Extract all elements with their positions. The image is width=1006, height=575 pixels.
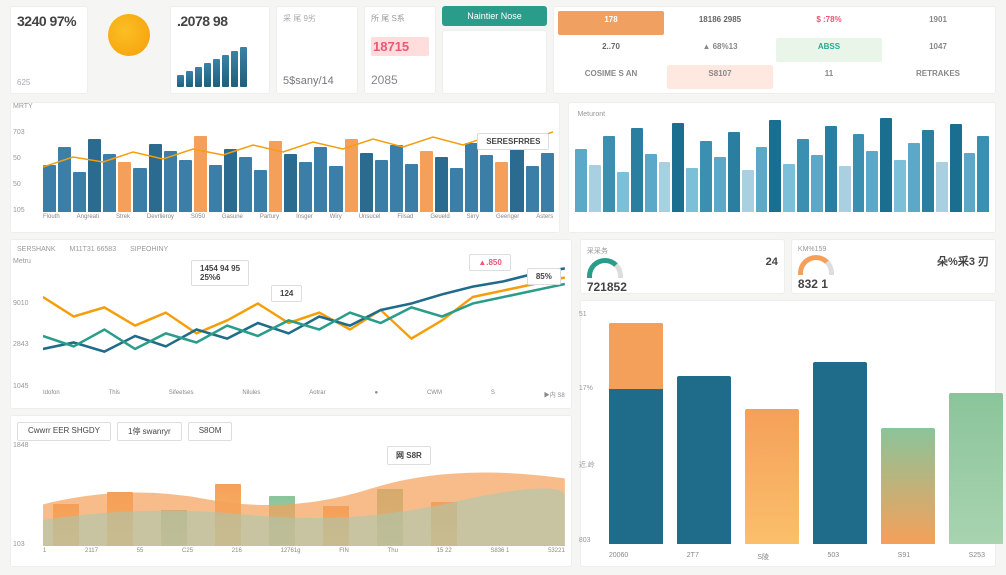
line-header: SERSHANKM11T31 66583SIPEOHINY	[17, 246, 565, 253]
area-svg	[43, 442, 565, 546]
kpi1-value: 3240 97%	[17, 13, 81, 29]
bottom-right-col: 采采务24721852KM%159朵%采3 刃832 1 5117%近.岭803…	[580, 239, 996, 567]
stat-pill: S8107	[667, 65, 773, 89]
stats-grid: 17818186 2985$ :78%19012..70▲ 68%13ABSS1…	[553, 6, 996, 94]
kpi-card-4: 所 尾 S系 18715 2085	[364, 6, 436, 94]
stat-pill: 1047	[885, 38, 991, 62]
line-svg	[43, 258, 565, 388]
midL-xlabels: FlouthAngreatiStrekDevrlieroyS050GasuneP…	[43, 214, 553, 230]
kpi1-sub: 625	[17, 78, 81, 87]
top-row: 3240 97% 625 .2078 98 采 尾 9劣 5$sany/14 所…	[0, 0, 1006, 100]
line-ylabels: Metru901028431045	[13, 258, 41, 390]
mid-right-chart: Meturont	[568, 102, 996, 233]
btn-col: Naintier Nose	[442, 6, 547, 94]
big-bars-chart: 5117%近.岭803 200602T7S陵503S91S253	[580, 300, 996, 567]
area-tag: 网 S8R	[387, 446, 431, 465]
line-tag3: ▲.850	[469, 254, 511, 271]
stat-pill: 1901	[885, 11, 991, 35]
mid-row: MRTY7035050105 SERESFRRES FlouthAngreati…	[0, 100, 1006, 235]
stat-pill: 2..70	[558, 38, 664, 62]
midL-chartarea	[43, 107, 553, 212]
kpi2-value: .2078 98	[177, 13, 263, 29]
stat-pill: $ :78%	[776, 11, 882, 35]
kpi3-label: 采 尾 9劣	[283, 13, 351, 24]
stat-pill: ABSS	[776, 38, 882, 62]
stat-pill: RETRAKES	[885, 65, 991, 89]
tab[interactable]: 1停 swanryr	[117, 422, 182, 441]
line-tag2: 124	[271, 285, 302, 302]
kpi-row: 采采务24721852KM%159朵%采3 刃832 1	[580, 239, 996, 294]
area-chart: Cwwrr EER SHGDY 1停 swanryr S8OM 1848103 网 …	[10, 415, 572, 567]
btn-sub	[442, 30, 547, 94]
kpi-card-3: 采 尾 9劣 5$sany/14	[276, 6, 358, 94]
kpi-card-1: 3240 97% 625	[10, 6, 88, 94]
primary-button[interactable]: Naintier Nose	[442, 6, 547, 26]
area-tabs: Cwwrr EER SHGDY 1停 swanryr S8OM	[17, 422, 565, 441]
tab[interactable]: S8OM	[188, 422, 233, 441]
line-tag4: 85%	[527, 268, 561, 285]
bottom-row: SERSHANKM11T31 66583SIPEOHINY Metru90102…	[0, 235, 1006, 575]
bottom-left-col: SERSHANKM11T31 66583SIPEOHINY Metru90102…	[10, 239, 572, 567]
area-ylabels: 1848103	[13, 442, 41, 548]
mini-bar-chart	[177, 49, 263, 87]
kpi-card-2: .2078 98	[170, 6, 270, 94]
midL-ylabels: MRTY7035050105	[13, 103, 41, 214]
kpi4-n2: 2085	[371, 73, 429, 87]
bigbars-xlabels: 200602T7S陵503S91S253	[609, 552, 985, 562]
sun-widget	[94, 6, 164, 94]
stat-pill: ▲ 68%13	[667, 38, 773, 62]
midL-tag: SERESFRRES	[477, 133, 549, 150]
mid-left-chart: MRTY7035050105 SERESFRRES FlouthAngreati…	[10, 102, 560, 233]
kpi3-n1: 5$sany/14	[283, 75, 351, 87]
stat-pill: 11	[776, 65, 882, 89]
sun-icon	[108, 14, 150, 56]
kpi-widget: KM%159朵%采3 刃832 1	[791, 239, 996, 294]
bigbars-ylabels: 5117%近.岭803	[579, 311, 607, 544]
kpi-widget: 采采务24721852	[580, 239, 785, 294]
kpi4-label: 所 尾 S系	[371, 13, 429, 24]
line-tag1: 1454 94 95 25%6	[191, 260, 249, 286]
kpi4-n1: 18715	[371, 37, 429, 56]
stat-pill: 18186 2985	[667, 11, 773, 35]
area-xlabels: 1211755C2521612761gFINThu15 22S836 15322…	[43, 548, 565, 564]
stat-pill: 178	[558, 11, 664, 35]
tab[interactable]: Cwwrr EER SHGDY	[17, 422, 111, 441]
line-xlabels: IdofonThisSifeetsesNilulesAotrar●CWMS▶内 …	[43, 390, 565, 406]
stat-pill: COSIME S AN	[558, 65, 664, 89]
line-chart: SERSHANKM11T31 66583SIPEOHINY Metru90102…	[10, 239, 572, 409]
